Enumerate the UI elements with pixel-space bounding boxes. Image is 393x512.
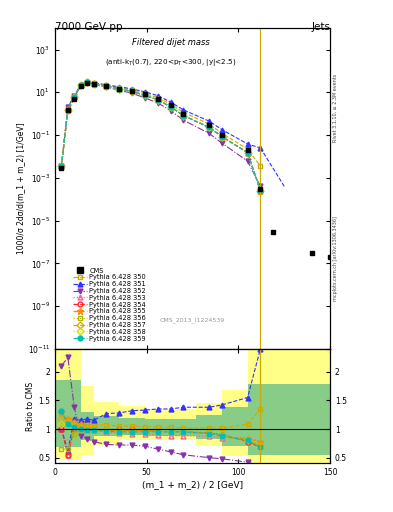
Y-axis label: Ratio to CMS: Ratio to CMS [26, 381, 35, 431]
Text: Filtered dijet mass: Filtered dijet mass [132, 38, 209, 47]
Y-axis label: 1000/σ 2dσ/d(m_1 + m_2) [1/GeV]: 1000/σ 2dσ/d(m_1 + m_2) [1/GeV] [16, 123, 25, 254]
Text: mcplots.cern.ch [arXiv:1306.3436]: mcplots.cern.ch [arXiv:1306.3436] [333, 217, 338, 302]
Text: Rivet 3.1.10, ≥ 2.3M events: Rivet 3.1.10, ≥ 2.3M events [333, 74, 338, 142]
Text: CMS_2013_I1224539: CMS_2013_I1224539 [160, 317, 225, 323]
Legend: CMS, Pythia 6.428 350, Pythia 6.428 351, Pythia 6.428 352, Pythia 6.428 353, Pyt: CMS, Pythia 6.428 350, Pythia 6.428 351,… [72, 267, 147, 343]
Text: Jets: Jets [311, 22, 330, 32]
Text: 7000 GeV pp: 7000 GeV pp [55, 22, 123, 32]
X-axis label: (m_1 + m_2) / 2 [GeV]: (m_1 + m_2) / 2 [GeV] [142, 480, 243, 489]
Text: (anti-k$_\mathregular{T}$(0.7), 220<p$_\mathregular{T}$<300, |y|<2.5): (anti-k$_\mathregular{T}$(0.7), 220<p$_\… [105, 57, 236, 68]
